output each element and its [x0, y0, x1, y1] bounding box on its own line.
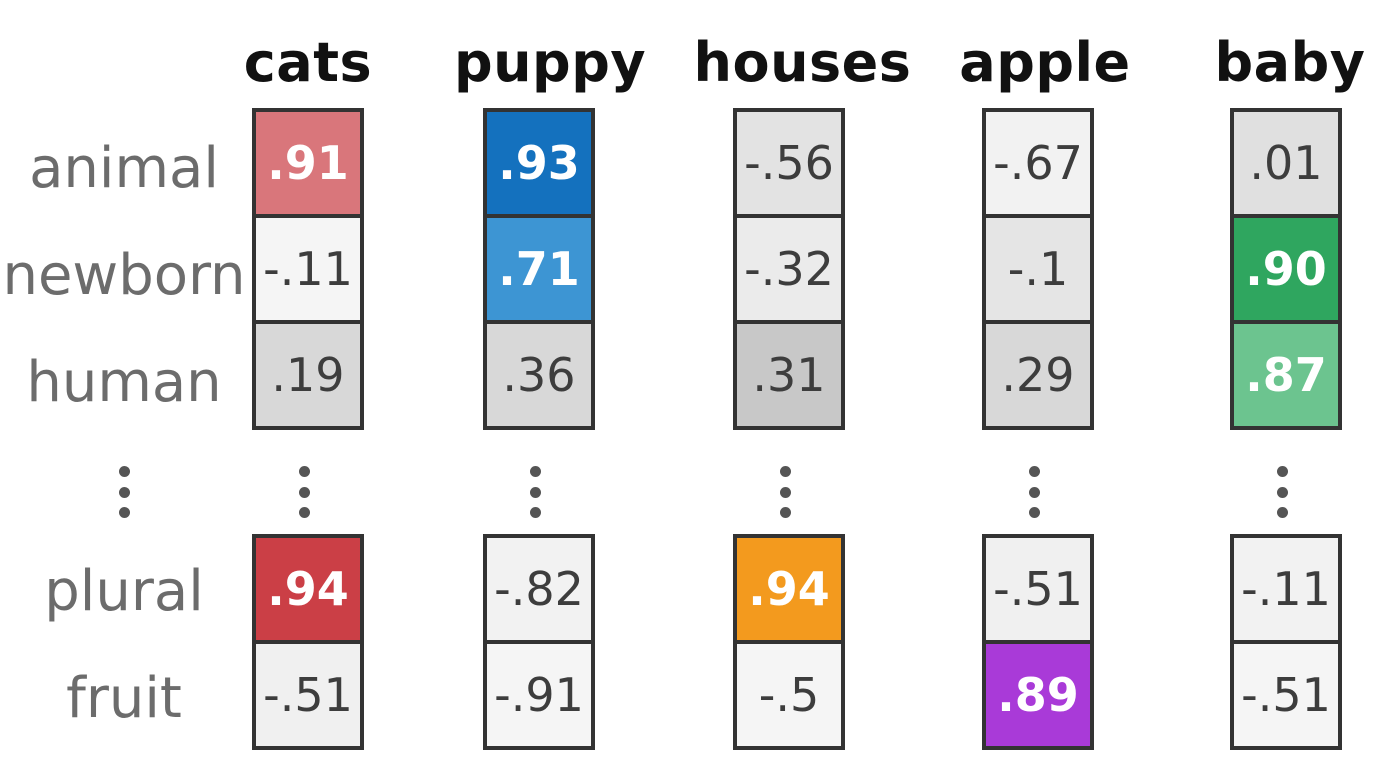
- cell-houses-human: .31: [737, 324, 841, 426]
- cell-apple-newborn: -.1: [986, 218, 1090, 320]
- ellipsis-baby: [1276, 466, 1288, 518]
- cell-cats-newborn: -.11: [256, 218, 360, 320]
- cell-baby-plural: -.11: [1234, 538, 1338, 640]
- vector-puppy-top: .93 .71 .36: [483, 108, 595, 430]
- vector-baby-top: .01 .90 .87: [1230, 108, 1342, 430]
- cell-apple-human: .29: [986, 324, 1090, 426]
- column-header-puppy: puppy: [453, 31, 647, 94]
- ellipsis-puppy: [529, 466, 541, 518]
- row-label-newborn: newborn: [2, 243, 246, 308]
- vector-cats-top: .91 -.11 .19: [252, 108, 364, 430]
- ellipsis-apple: [1028, 466, 1040, 518]
- cell-puppy-plural: -.82: [487, 538, 591, 640]
- cell-baby-animal: .01: [1234, 112, 1338, 214]
- ellipsis-houses: [779, 466, 791, 518]
- column-header-cats: cats: [243, 31, 373, 94]
- row-ellipsis: [118, 466, 130, 518]
- cell-puppy-animal: .93: [487, 112, 591, 214]
- row-label-animal: animal: [29, 136, 219, 201]
- cell-houses-animal: -.56: [737, 112, 841, 214]
- cell-puppy-fruit: -.91: [487, 644, 591, 746]
- cell-cats-fruit: -.51: [256, 644, 360, 746]
- vector-cats-bottom: .94 -.51: [252, 534, 364, 750]
- vector-apple-bottom: -.51 .89: [982, 534, 1094, 750]
- vector-apple-top: -.67 -.1 .29: [982, 108, 1094, 430]
- cell-houses-plural: .94: [737, 538, 841, 640]
- cell-cats-plural: .94: [256, 538, 360, 640]
- cell-houses-fruit: -.5: [737, 644, 841, 746]
- row-label-fruit: fruit: [66, 666, 182, 731]
- column-header-apple: apple: [959, 31, 1131, 94]
- ellipsis-cats: [298, 466, 310, 518]
- vector-houses-top: -.56 -.32 .31: [733, 108, 845, 430]
- vector-baby-bottom: -.11 -.51: [1230, 534, 1342, 750]
- cell-apple-animal: -.67: [986, 112, 1090, 214]
- row-label-human: human: [26, 350, 222, 415]
- cell-baby-newborn: .90: [1234, 218, 1338, 320]
- cell-houses-newborn: -.32: [737, 218, 841, 320]
- row-label-plural: plural: [44, 559, 204, 624]
- vector-puppy-bottom: -.82 -.91: [483, 534, 595, 750]
- cell-puppy-human: .36: [487, 324, 591, 426]
- column-header-houses: houses: [693, 31, 912, 94]
- column-header-baby: baby: [1214, 31, 1366, 94]
- cell-apple-fruit: .89: [986, 644, 1090, 746]
- cell-puppy-newborn: .71: [487, 218, 591, 320]
- cell-baby-human: .87: [1234, 324, 1338, 426]
- vector-houses-bottom: .94 -.5: [733, 534, 845, 750]
- cell-apple-plural: -.51: [986, 538, 1090, 640]
- cell-cats-human: .19: [256, 324, 360, 426]
- cell-cats-animal: .91: [256, 112, 360, 214]
- cell-baby-fruit: -.51: [1234, 644, 1338, 746]
